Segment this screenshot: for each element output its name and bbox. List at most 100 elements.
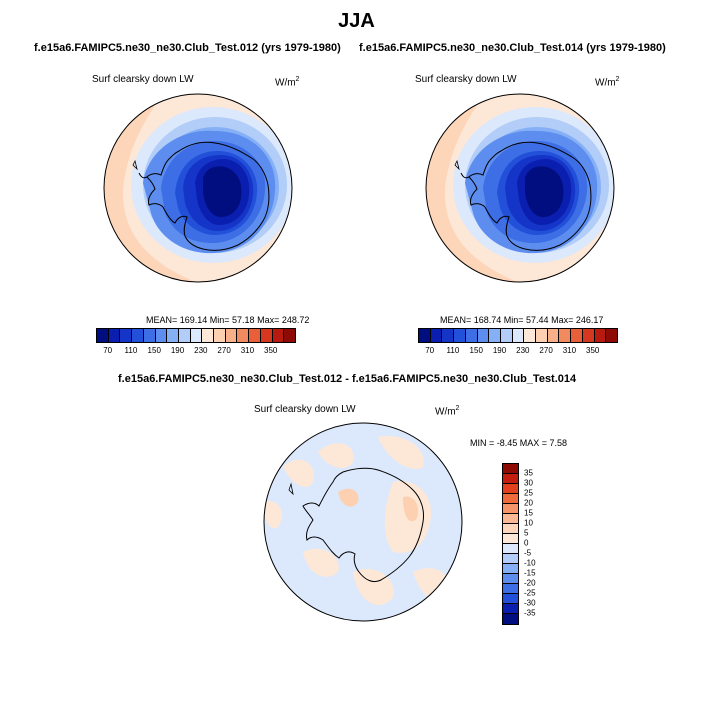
diff-panel-stats: MIN = -8.45 MAX = 7.58	[470, 438, 568, 448]
right-colorbar	[418, 328, 618, 343]
right-panel-stats: MEAN= 168.74 Min= 57.44 Max= 246.17	[440, 315, 604, 325]
colorbar-tick-label: 20	[524, 498, 533, 508]
colorbar-swatch	[465, 329, 478, 342]
colorbar-swatch	[419, 329, 431, 342]
colorbar-tick-label: 70	[103, 346, 113, 355]
colorbar-swatch	[559, 329, 572, 342]
colorbar-tick-label: 310	[240, 346, 255, 355]
colorbar-tick-label: 270	[539, 346, 553, 355]
colorbar-tick-label: -15	[524, 568, 536, 578]
colorbar-swatch	[524, 329, 537, 342]
colorbar-swatch	[120, 329, 133, 342]
right-panel-variable-label: Surf clearsky down LW	[415, 74, 517, 85]
left-panel-subtitle: f.e15a6.FAMIPC5.ne30_ne30.Club_Test.012 …	[34, 42, 341, 54]
colorbar-swatch	[260, 329, 273, 342]
colorbar-tick-label: 350	[264, 346, 278, 355]
colorbar-tick-label: 190	[170, 346, 185, 355]
colorbar-swatch	[442, 329, 455, 342]
colorbar-swatch	[155, 329, 168, 342]
colorbar-tick-label: 150	[147, 346, 161, 355]
colorbar-tick-label: -20	[524, 578, 536, 588]
colorbar-swatch	[547, 329, 560, 342]
diff-panel-subtitle: f.e15a6.FAMIPC5.ne30_ne30.Club_Test.012 …	[118, 373, 577, 385]
colorbar-swatch	[503, 494, 518, 504]
colorbar-tick-label: 150	[469, 346, 483, 355]
right-colorbar-ticks: 70 110 150 190 230 270 310 350	[418, 346, 616, 358]
colorbar-swatch	[503, 584, 518, 594]
colorbar-tick-label: -35	[524, 608, 536, 618]
right-polar-map	[425, 93, 615, 283]
colorbar-swatch	[503, 614, 518, 624]
colorbar-swatch	[512, 329, 525, 342]
colorbar-tick-label: 190	[492, 346, 507, 355]
colorbar-swatch	[503, 574, 518, 584]
colorbar-tick-label: 5	[524, 528, 529, 538]
colorbar-swatch	[503, 464, 518, 474]
colorbar-swatch	[190, 329, 203, 342]
colorbar-swatch	[108, 329, 121, 342]
colorbar-swatch	[503, 524, 518, 534]
right-panel-units: W/m2	[595, 76, 620, 89]
colorbar-tick-label: 10	[524, 518, 533, 528]
colorbar-tick-label: -30	[524, 598, 536, 608]
colorbar-swatch	[272, 329, 285, 342]
colorbar-swatch	[237, 329, 250, 342]
colorbar-tick-label: 350	[586, 346, 600, 355]
colorbar-swatch	[167, 329, 179, 342]
right-panel-subtitle: f.e15a6.FAMIPC5.ne30_ne30.Club_Test.014 …	[359, 42, 666, 54]
colorbar-tick-label: 30	[524, 478, 533, 488]
colorbar-swatch	[571, 329, 583, 342]
colorbar-tick-label: -10	[524, 558, 536, 568]
left-colorbar-ticks: 70 110 150 190 230 270 310 350	[96, 346, 294, 358]
left-panel-stats: MEAN= 169.14 Min= 57.18 Max= 248.72	[146, 315, 310, 325]
colorbar-swatch	[503, 534, 518, 544]
colorbar-swatch	[143, 329, 156, 342]
left-polar-map	[103, 93, 293, 283]
colorbar-swatch	[477, 329, 490, 342]
left-panel-variable-label: Surf clearsky down LW	[92, 74, 194, 85]
colorbar-swatch	[500, 329, 513, 342]
colorbar-tick-label: 310	[562, 346, 577, 355]
colorbar-swatch	[97, 329, 109, 342]
colorbar-swatch	[503, 484, 518, 494]
colorbar-tick-label: 0	[524, 538, 529, 548]
colorbar-swatch	[454, 329, 466, 342]
colorbar-swatch	[594, 329, 607, 342]
diff-polar-map	[263, 422, 463, 622]
colorbar-tick-label: 230	[194, 346, 208, 355]
colorbar-swatch	[536, 329, 548, 342]
colorbar-swatch	[503, 554, 518, 564]
colorbar-swatch	[430, 329, 443, 342]
colorbar-tick-label: 270	[217, 346, 231, 355]
colorbar-swatch	[225, 329, 238, 342]
colorbar-swatch	[503, 564, 518, 574]
colorbar-tick-label: -5	[524, 548, 532, 558]
left-colorbar	[96, 328, 296, 343]
colorbar-tick-label: 110	[124, 346, 138, 355]
page-title: JJA	[338, 10, 375, 32]
colorbar-swatch	[202, 329, 215, 342]
colorbar-tick-label: 110	[446, 346, 460, 355]
left-panel-units: W/m2	[275, 76, 300, 89]
colorbar-swatch	[582, 329, 595, 342]
colorbar-swatch	[606, 329, 617, 342]
colorbar-swatch	[284, 329, 295, 342]
colorbar-swatch	[214, 329, 226, 342]
colorbar-swatch	[503, 504, 518, 514]
diff-panel-variable-label: Surf clearsky down LW	[254, 404, 356, 415]
colorbar-swatch	[489, 329, 501, 342]
colorbar-tick-label: 230	[516, 346, 530, 355]
colorbar-swatch	[503, 604, 518, 614]
colorbar-swatch	[503, 514, 518, 524]
diff-colorbar	[502, 463, 519, 625]
colorbar-swatch	[503, 544, 518, 554]
colorbar-tick-label: 25	[524, 488, 533, 498]
colorbar-swatch	[178, 329, 191, 342]
colorbar-swatch	[503, 594, 518, 604]
colorbar-tick-label: -25	[524, 588, 536, 598]
colorbar-swatch	[132, 329, 144, 342]
diff-panel-units: W/m2	[435, 405, 460, 418]
colorbar-tick-label: 70	[425, 346, 435, 355]
colorbar-swatch	[503, 474, 518, 484]
colorbar-tick-label: 35	[524, 468, 533, 478]
